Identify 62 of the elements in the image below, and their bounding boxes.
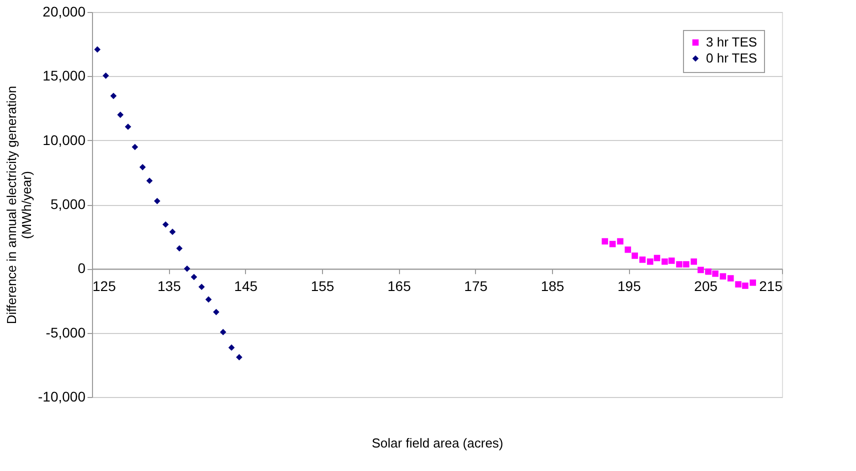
point (146, 178, 153, 184)
y-tick-label: -10,000 (38, 388, 86, 404)
point (662, 258, 668, 265)
y-tick-label: 10,000 (42, 132, 86, 148)
legend-label: 3 hr TES (706, 34, 758, 50)
point (735, 281, 742, 288)
x-axis-title: Solar field area (acres) (372, 436, 504, 450)
point (198, 284, 205, 290)
x-tick-label: 125 (92, 278, 116, 294)
legend-label: 0 hr TES (706, 50, 758, 66)
point (228, 344, 235, 351)
x-tick-label: 195 (617, 278, 642, 294)
point (169, 228, 176, 235)
point (646, 258, 654, 265)
point (139, 164, 146, 170)
point (727, 275, 734, 282)
point (705, 268, 712, 275)
point (176, 245, 183, 252)
point (110, 92, 117, 100)
point (712, 270, 718, 277)
y-axis-title: Difference in annual electricity generation (MWh/year) (4, 86, 34, 324)
point (162, 221, 169, 228)
point (205, 296, 212, 303)
point (124, 124, 132, 130)
point (220, 328, 226, 336)
point (668, 258, 675, 264)
point (117, 112, 124, 118)
y-tick-label: 15,000 (42, 68, 86, 84)
point (624, 246, 632, 253)
point (213, 308, 220, 316)
point (639, 256, 646, 263)
point (154, 198, 160, 204)
point (94, 46, 101, 53)
y-tick-label: 0 (78, 260, 86, 276)
point (690, 258, 697, 265)
x-tick-label: 135 (157, 278, 182, 294)
y-tick-label: -5,000 (46, 324, 86, 340)
point (632, 252, 638, 259)
x-tick-label: 175 (464, 278, 488, 294)
point (609, 240, 616, 248)
x-tick-label: 165 (387, 278, 412, 294)
x-tick-label: 155 (310, 278, 334, 294)
point (720, 273, 726, 280)
x-tick-label: 215 (759, 278, 783, 294)
point (698, 266, 704, 274)
point (132, 144, 138, 150)
point (654, 254, 660, 262)
x-tick-label: 145 (234, 278, 258, 294)
point (742, 282, 748, 289)
point (676, 261, 682, 268)
point (102, 72, 109, 79)
point (184, 266, 190, 272)
point (683, 261, 690, 268)
x-tick-label: 185 (540, 278, 564, 294)
x-tick-label: 205 (694, 278, 718, 294)
point (617, 238, 624, 244)
point (602, 238, 608, 244)
y-tick-label: 20,000 (42, 4, 86, 20)
point (236, 354, 242, 360)
point (750, 279, 756, 286)
point (190, 274, 198, 280)
y-tick-label: 5,000 (50, 196, 86, 212)
